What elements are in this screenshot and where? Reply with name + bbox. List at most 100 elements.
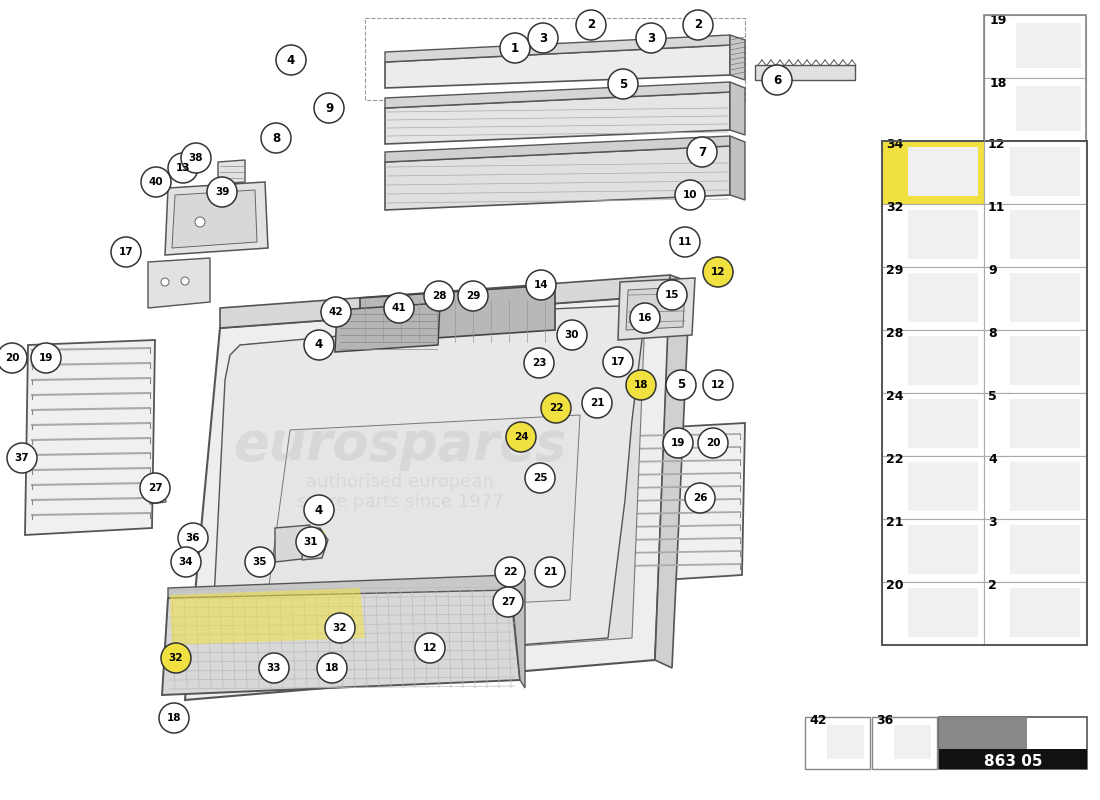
Text: 21: 21 (886, 516, 903, 529)
Bar (908, 588, 978, 637)
Text: 2: 2 (988, 579, 997, 592)
Bar (1010, 273, 1080, 322)
Circle shape (608, 69, 638, 99)
Bar (872, 717, 937, 769)
Text: 18: 18 (634, 380, 648, 390)
Circle shape (495, 557, 525, 587)
Circle shape (182, 277, 189, 285)
Text: 29: 29 (465, 291, 481, 301)
Text: 26: 26 (693, 493, 707, 503)
Text: 27: 27 (500, 597, 515, 607)
Bar (1010, 588, 1080, 637)
Text: 12: 12 (988, 138, 1005, 151)
Text: 32: 32 (332, 623, 348, 633)
Text: 20: 20 (706, 438, 721, 448)
Text: 32: 32 (886, 201, 903, 214)
Text: 5: 5 (619, 78, 627, 90)
Polygon shape (385, 146, 730, 210)
Circle shape (526, 270, 556, 300)
Text: 14: 14 (534, 280, 548, 290)
Text: 33: 33 (266, 663, 282, 673)
Bar (1010, 462, 1080, 511)
Circle shape (276, 45, 306, 75)
Polygon shape (385, 136, 730, 162)
Circle shape (207, 177, 236, 207)
Bar (984, 519, 1086, 582)
Text: 22: 22 (549, 403, 563, 413)
Polygon shape (185, 295, 670, 700)
Circle shape (576, 10, 606, 40)
Text: 24: 24 (886, 390, 903, 403)
Polygon shape (210, 305, 645, 668)
Text: 36: 36 (876, 714, 893, 727)
Text: 12: 12 (711, 380, 725, 390)
Text: 7: 7 (697, 146, 706, 158)
Circle shape (663, 428, 693, 458)
Text: 21: 21 (542, 567, 558, 577)
Text: 3: 3 (988, 516, 997, 529)
Bar (882, 519, 984, 582)
Circle shape (296, 527, 326, 557)
Circle shape (415, 633, 446, 663)
Text: 15: 15 (664, 290, 680, 300)
Bar (882, 141, 984, 204)
Circle shape (424, 281, 454, 311)
Circle shape (685, 483, 715, 513)
Bar (984, 582, 1086, 645)
Polygon shape (302, 528, 328, 560)
Circle shape (170, 547, 201, 577)
Circle shape (557, 320, 587, 350)
Bar (1010, 525, 1080, 574)
Text: 38: 38 (189, 153, 204, 163)
Text: authorised european
spare parts since 1977: authorised european spare parts since 19… (297, 473, 504, 511)
Text: 40: 40 (148, 177, 163, 187)
Bar (882, 141, 1087, 645)
Bar (1016, 86, 1081, 131)
Polygon shape (385, 35, 730, 62)
Text: 24: 24 (514, 432, 528, 442)
Circle shape (304, 330, 334, 360)
Bar (939, 717, 1087, 769)
Polygon shape (385, 92, 730, 144)
Text: 5: 5 (676, 378, 685, 391)
Text: 23: 23 (531, 358, 547, 368)
Text: 34: 34 (886, 138, 903, 151)
Circle shape (261, 123, 292, 153)
Text: 31: 31 (304, 537, 318, 547)
Polygon shape (148, 258, 210, 308)
Text: 2: 2 (587, 18, 595, 31)
Circle shape (7, 443, 37, 473)
Text: 2: 2 (694, 18, 702, 31)
Circle shape (384, 293, 414, 323)
Bar (882, 204, 984, 267)
Circle shape (458, 281, 488, 311)
Text: 8: 8 (272, 131, 280, 145)
Bar (882, 456, 984, 519)
Circle shape (321, 297, 351, 327)
Circle shape (324, 613, 355, 643)
Text: 1: 1 (510, 42, 519, 54)
Bar (908, 462, 978, 511)
Text: 18: 18 (167, 713, 182, 723)
Bar (984, 15, 1086, 141)
Bar (882, 393, 984, 456)
Bar (908, 336, 978, 385)
Polygon shape (218, 160, 245, 184)
Text: 22: 22 (886, 453, 903, 466)
Text: 34: 34 (178, 557, 194, 567)
Text: 18: 18 (324, 663, 339, 673)
Circle shape (636, 23, 666, 53)
Bar (1010, 210, 1080, 259)
Text: 12: 12 (422, 643, 438, 653)
Bar (984, 393, 1086, 456)
Bar (939, 717, 1027, 754)
Bar (908, 525, 978, 574)
Circle shape (178, 523, 208, 553)
Polygon shape (170, 588, 365, 645)
Text: 18: 18 (990, 77, 1008, 90)
Bar (984, 15, 1086, 78)
Text: 4: 4 (287, 54, 295, 66)
Bar (908, 210, 978, 259)
Bar (1010, 147, 1080, 196)
Circle shape (528, 23, 558, 53)
